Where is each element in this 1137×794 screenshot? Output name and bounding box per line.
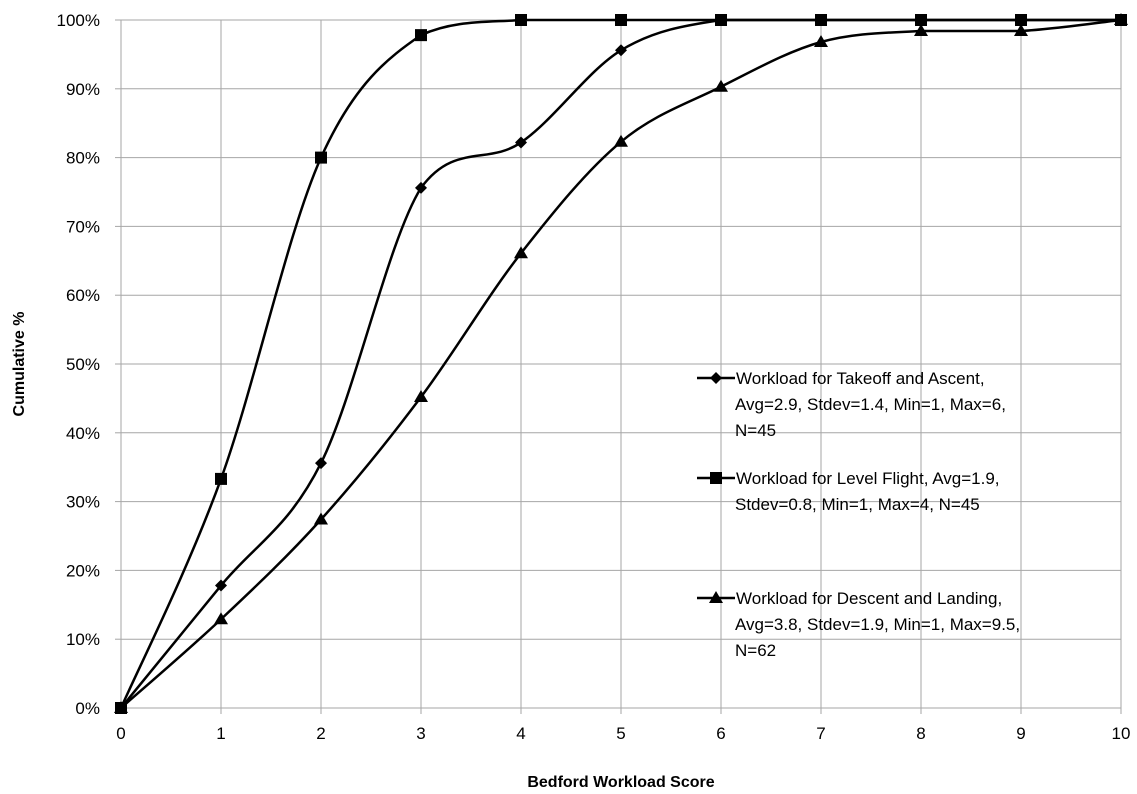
x-tick-label: 6: [716, 724, 725, 743]
y-tick-label: 90%: [66, 80, 100, 99]
diamond-marker: [215, 579, 227, 592]
triangle-marker: [914, 24, 928, 37]
y-tick-label: 0%: [75, 699, 100, 718]
legend-entry-triangle: Workload for Descent and Landing, Avg=3.8…: [697, 589, 1020, 660]
series-triangle: [114, 13, 1128, 713]
legend-label: Stdev=0.8, Min=1, Max=4, N=45: [735, 495, 980, 514]
series-square: [115, 14, 1127, 714]
legend-label: Workload for Takeoff and Ascent,: [736, 369, 985, 388]
triangle-marker: [1014, 24, 1028, 37]
diamond-marker: [315, 457, 327, 470]
legend-label: Workload for Descent and Landing,: [736, 589, 1002, 608]
series-lines: [114, 13, 1128, 714]
y-tick-label: 70%: [66, 217, 100, 236]
x-tick-label: 0: [116, 724, 125, 743]
triangle-marker: [1114, 13, 1128, 25]
legend-entry-square: Workload for Level Flight, Avg=1.9, Stdev…: [697, 469, 1000, 514]
square-marker: [515, 14, 527, 26]
x-tick-label: 5: [616, 724, 625, 743]
y-tick-label: 80%: [66, 149, 100, 168]
y-tick-label: 40%: [66, 424, 100, 443]
square-marker: [815, 14, 827, 26]
triangle-marker: [314, 512, 328, 525]
triangle-marker: [709, 591, 723, 603]
y-tick-label: 20%: [66, 561, 100, 580]
y-tick-label: 10%: [66, 630, 100, 649]
diamond-marker: [415, 181, 427, 194]
triangle-marker: [614, 134, 628, 147]
square-marker: [315, 151, 327, 164]
x-tick-label: 8: [916, 724, 925, 743]
square-marker: [415, 29, 427, 42]
x-tick-label: 4: [516, 724, 525, 743]
legend-entry-diamond: Workload for Takeoff and Ascent, Avg=2.9,…: [697, 369, 1006, 440]
square-marker: [715, 14, 727, 26]
legend-label: N=62: [735, 641, 776, 660]
y-tick-labels: 0% 10% 20% 30% 40% 50% 60% 70% 80% 90% 100%: [57, 11, 100, 718]
grid-lines: [121, 19, 1122, 708]
square-marker: [215, 472, 227, 485]
legend-label: Avg=3.8, Stdev=1.9, Min=1, Max=9.5,: [735, 615, 1020, 634]
y-axis-title: Cumulative %: [11, 312, 28, 417]
axes: [115, 19, 1122, 714]
triangle-marker: [714, 79, 728, 92]
square-marker: [915, 14, 927, 26]
x-tick-labels: 0 1 2 3 4 5 6 7 8 9 10: [116, 724, 1130, 743]
y-tick-label: 30%: [66, 493, 100, 512]
legend-label: N=45: [735, 421, 776, 440]
diamond-marker: [515, 136, 527, 149]
x-axis-title: Bedford Workload Score: [527, 774, 714, 791]
y-tick-label: 50%: [66, 355, 100, 374]
triangle-marker: [414, 390, 428, 403]
triangle-marker: [814, 35, 828, 48]
triangle-marker: [514, 246, 528, 259]
x-tick-label: 1: [216, 724, 225, 743]
y-tick-label: 60%: [66, 286, 100, 305]
series-line: [120, 18, 1122, 709]
diamond-marker: [710, 372, 722, 384]
x-tick-label: 7: [816, 724, 825, 743]
x-tick-label: 2: [316, 724, 325, 743]
square-marker: [710, 472, 722, 484]
y-tick-label: 100%: [57, 11, 100, 30]
x-tick-label: 10: [1112, 724, 1131, 743]
triangle-marker: [214, 612, 228, 625]
square-marker: [615, 14, 627, 26]
triangle-marker: [114, 701, 128, 713]
legend: Workload for Takeoff and Ascent, Avg=2.9,…: [697, 369, 1020, 660]
legend-label: Avg=2.9, Stdev=1.4, Min=1, Max=6,: [735, 395, 1006, 414]
x-tick-label: 3: [416, 724, 425, 743]
square-marker: [1015, 14, 1027, 26]
diamond-marker: [615, 44, 627, 57]
x-tick-label: 9: [1016, 724, 1025, 743]
legend-label: Workload for Level Flight, Avg=1.9,: [736, 469, 1000, 488]
